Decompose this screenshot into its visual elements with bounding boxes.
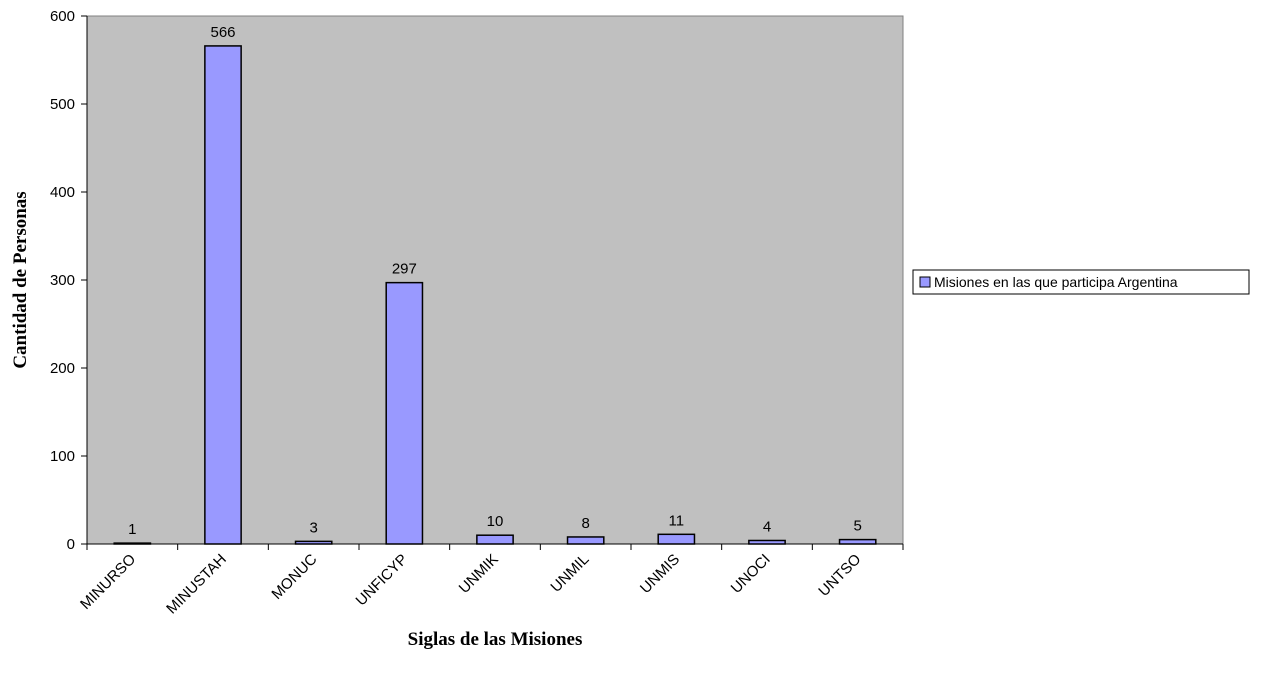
bar-untso	[838, 538, 877, 545]
x-axis-title: Siglas de las Misiones	[408, 629, 583, 650]
x-tick-label: UNFICYP	[353, 551, 412, 610]
data-label: 10	[487, 513, 504, 530]
x-tick-label: UNMIK	[456, 551, 502, 597]
y-tick-label: 100	[50, 448, 75, 465]
data-label: 11	[669, 512, 685, 529]
bar-unmil	[566, 536, 605, 545]
bar-unmis	[657, 533, 696, 545]
bar-unmik	[476, 534, 514, 545]
y-tick-label: 200	[50, 360, 75, 377]
bar-unoci	[748, 539, 786, 545]
y-axis-title: Cantidad de Personas	[10, 191, 31, 368]
legend: Misiones en las que participa Argentina	[912, 269, 1250, 295]
x-tick-label: MINUSTAH	[163, 551, 230, 618]
data-label: 4	[763, 518, 771, 535]
data-label: 566	[210, 24, 235, 41]
y-tick-label: 400	[50, 184, 75, 201]
y-tick-label: 600	[50, 8, 75, 25]
data-labels: 1 566 3 297 10 8 11 4 5	[128, 24, 862, 538]
data-label: 3	[309, 519, 317, 536]
bar-unficyp	[385, 281, 424, 545]
data-label: 1	[128, 521, 136, 538]
y-tick-label: 500	[50, 96, 75, 113]
data-label: 297	[392, 261, 417, 278]
y-tick-label: 300	[50, 272, 75, 289]
x-tick-label: UNMIS	[637, 551, 683, 597]
legend-box	[912, 269, 1250, 295]
y-axis-ticks: 0 100 200 300 400 500 600	[50, 8, 87, 553]
bar-minustah	[204, 45, 242, 545]
x-tick-label: UNOCI	[728, 551, 774, 597]
y-tick-label: 0	[67, 536, 75, 553]
legend-swatch	[919, 276, 931, 288]
x-tick-label: MONUC	[268, 551, 320, 603]
data-label: 5	[853, 518, 861, 535]
x-tick-label: UNMIL	[547, 551, 592, 596]
x-tick-label: UNTSO	[815, 551, 864, 600]
x-axis-ticks: MINURSO MINUSTAH MONUC UNFICYP UNMIK UNMIL UNM…	[77, 544, 904, 618]
legend-label: Misiones en las que participa Argentina	[934, 274, 1178, 290]
x-tick-label: MINURSO	[77, 551, 139, 613]
data-label: 8	[581, 515, 589, 532]
